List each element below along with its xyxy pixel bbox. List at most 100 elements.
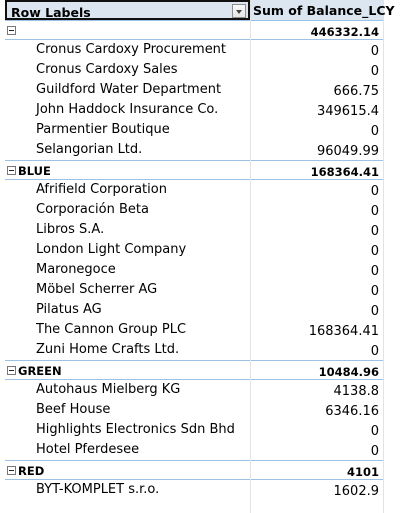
- item-value-cell[interactable]: 0: [251, 440, 383, 460]
- item-label: Guildford Water Department: [36, 82, 222, 97]
- item-label-cell[interactable]: Afrifield Corporation: [5, 180, 250, 200]
- item-value-cell[interactable]: 666.75: [251, 80, 383, 100]
- item-label-cell[interactable]: Cronus Cardoxy Sales: [5, 60, 250, 80]
- item-label-cell[interactable]: John Haddock Insurance Co.: [5, 100, 250, 120]
- item-value-cell[interactable]: 0: [251, 340, 383, 360]
- item-value-cell[interactable]: 0: [251, 180, 383, 200]
- pivot-item-row: London Light Company 0: [0, 240, 406, 260]
- item-label-cell[interactable]: Highlights Electronics Sdn Bhd: [5, 420, 250, 440]
- item-value-cell[interactable]: 0: [251, 120, 383, 140]
- item-value-cell[interactable]: 0: [251, 300, 383, 320]
- item-value: 0: [370, 64, 379, 79]
- item-value: 349615.4: [316, 104, 379, 119]
- item-value: 0: [370, 424, 379, 439]
- item-label: Afrifield Corporation: [36, 182, 167, 197]
- pivot-item-row: Autohaus Mielberg KG 4138.8: [0, 380, 406, 400]
- item-label: Corporación Beta: [36, 202, 149, 217]
- item-label: Selangorian Ltd.: [36, 142, 143, 157]
- item-label-cell[interactable]: Corporación Beta: [5, 200, 250, 220]
- item-label: Beef House: [36, 402, 111, 417]
- item-label-cell[interactable]: Parmentier Boutique: [5, 120, 250, 140]
- item-label-cell[interactable]: Beef House: [5, 400, 250, 420]
- group-label: GREEN: [18, 364, 62, 378]
- item-label: Hotel Pferdesee: [36, 442, 140, 457]
- item-value: 0: [370, 284, 379, 299]
- item-value-cell[interactable]: 0: [251, 420, 383, 440]
- item-value-cell[interactable]: 0: [251, 260, 383, 280]
- pivot-item-row: Beef House 6346.16: [0, 400, 406, 420]
- item-value-cell[interactable]: 4138.8: [251, 380, 383, 400]
- group-total-cell[interactable]: 168364.41: [251, 160, 383, 180]
- item-value: 0: [370, 204, 379, 219]
- group-total-cell[interactable]: 10484.96: [251, 360, 383, 380]
- item-label-cell[interactable]: Guildford Water Department: [5, 80, 250, 100]
- group-label: RED: [18, 464, 45, 478]
- item-label: Parmentier Boutique: [36, 122, 170, 137]
- group-total-cell[interactable]: 446332.14: [251, 20, 383, 40]
- item-value-cell[interactable]: 0: [251, 220, 383, 240]
- item-label-cell[interactable]: BYT-KOMPLET s.r.o.: [5, 480, 250, 500]
- item-value-cell[interactable]: 0: [251, 240, 383, 260]
- item-label-cell[interactable]: Maronegoce: [5, 260, 250, 280]
- group-label-cell[interactable]: BLUE: [5, 160, 250, 180]
- column-gridline: [250, 0, 251, 513]
- item-value-cell[interactable]: 1602.9: [251, 480, 383, 500]
- pivot-group-row: RED 4101: [0, 460, 406, 480]
- pivot-item-row: Möbel Scherrer AG 0: [0, 280, 406, 300]
- pivot-item-row: Pilatus AG 0: [0, 300, 406, 320]
- item-value: 1602.9: [333, 484, 380, 499]
- pivot-item-row: Libros S.A. 0: [0, 220, 406, 240]
- item-label-cell[interactable]: The Cannon Group PLC: [5, 320, 250, 340]
- item-label-cell[interactable]: Hotel Pferdesee: [5, 440, 250, 460]
- item-value-cell[interactable]: 0: [251, 60, 383, 80]
- item-label-cell[interactable]: Libros S.A.: [5, 220, 250, 240]
- item-label-cell[interactable]: Cronus Cardoxy Procurement: [5, 40, 250, 60]
- item-value-cell[interactable]: 0: [251, 280, 383, 300]
- pivot-item-row: Cronus Cardoxy Sales 0: [0, 60, 406, 80]
- group-total: 446332.14: [310, 25, 379, 39]
- group-total-cell[interactable]: 4101: [251, 460, 383, 480]
- item-value-cell[interactable]: 0: [251, 200, 383, 220]
- group-total: 10484.96: [318, 365, 379, 379]
- collapse-minus-icon[interactable]: [7, 166, 16, 175]
- filter-dropdown-icon[interactable]: [232, 4, 246, 18]
- column-gridline: [383, 0, 384, 513]
- item-value: 0: [370, 224, 379, 239]
- pivot-group-row: 446332.14: [0, 20, 406, 40]
- item-value-cell[interactable]: 6346.16: [251, 400, 383, 420]
- group-label-cell[interactable]: [5, 20, 250, 40]
- group-label-cell[interactable]: GREEN: [5, 360, 250, 380]
- collapse-minus-icon[interactable]: [7, 466, 16, 475]
- collapse-minus-icon[interactable]: [7, 366, 16, 375]
- value-header-cell[interactable]: Sum of Balance_LCY: [251, 0, 395, 20]
- pivot-table: Row Labels Sum of Balance_LCY 446332.14 C…: [0, 0, 406, 500]
- item-label-cell[interactable]: Möbel Scherrer AG: [5, 280, 250, 300]
- item-label-cell[interactable]: Selangorian Ltd.: [5, 140, 250, 160]
- pivot-item-row: Cronus Cardoxy Procurement 0: [0, 40, 406, 60]
- item-value-cell[interactable]: 349615.4: [251, 100, 383, 120]
- group-total: 4101: [346, 465, 379, 479]
- pivot-item-row: Parmentier Boutique 0: [0, 120, 406, 140]
- item-value: 666.75: [333, 84, 380, 99]
- pivot-item-row: The Cannon Group PLC 168364.41: [0, 320, 406, 340]
- item-value-cell[interactable]: 168364.41: [251, 320, 383, 340]
- item-value-cell[interactable]: 96049.99: [251, 140, 383, 160]
- item-value: 96049.99: [316, 144, 379, 159]
- item-label-cell[interactable]: Autohaus Mielberg KG: [5, 380, 250, 400]
- pivot-rows: 446332.14 Cronus Cardoxy Procurement 0 Cron…: [0, 20, 406, 500]
- group-label-cell[interactable]: RED: [5, 460, 250, 480]
- item-label: BYT-KOMPLET s.r.o.: [36, 482, 160, 497]
- item-label-cell[interactable]: London Light Company: [5, 240, 250, 260]
- pivot-item-row: Guildford Water Department 666.75: [0, 80, 406, 100]
- collapse-minus-icon[interactable]: [7, 26, 16, 35]
- item-label-cell[interactable]: Pilatus AG: [5, 300, 250, 320]
- pivot-item-row: Afrifield Corporation 0: [0, 180, 406, 200]
- item-value: 0: [370, 124, 379, 139]
- item-value-cell[interactable]: 0: [251, 40, 383, 60]
- item-label: Cronus Cardoxy Sales: [36, 62, 178, 77]
- item-label-cell[interactable]: Zuni Home Crafts Ltd.: [5, 340, 250, 360]
- sum-of-balance-header: Sum of Balance_LCY: [253, 3, 395, 18]
- row-labels-header-cell[interactable]: Row Labels: [5, 0, 250, 20]
- pivot-item-row: John Haddock Insurance Co. 349615.4: [0, 100, 406, 120]
- item-value: 0: [370, 444, 379, 459]
